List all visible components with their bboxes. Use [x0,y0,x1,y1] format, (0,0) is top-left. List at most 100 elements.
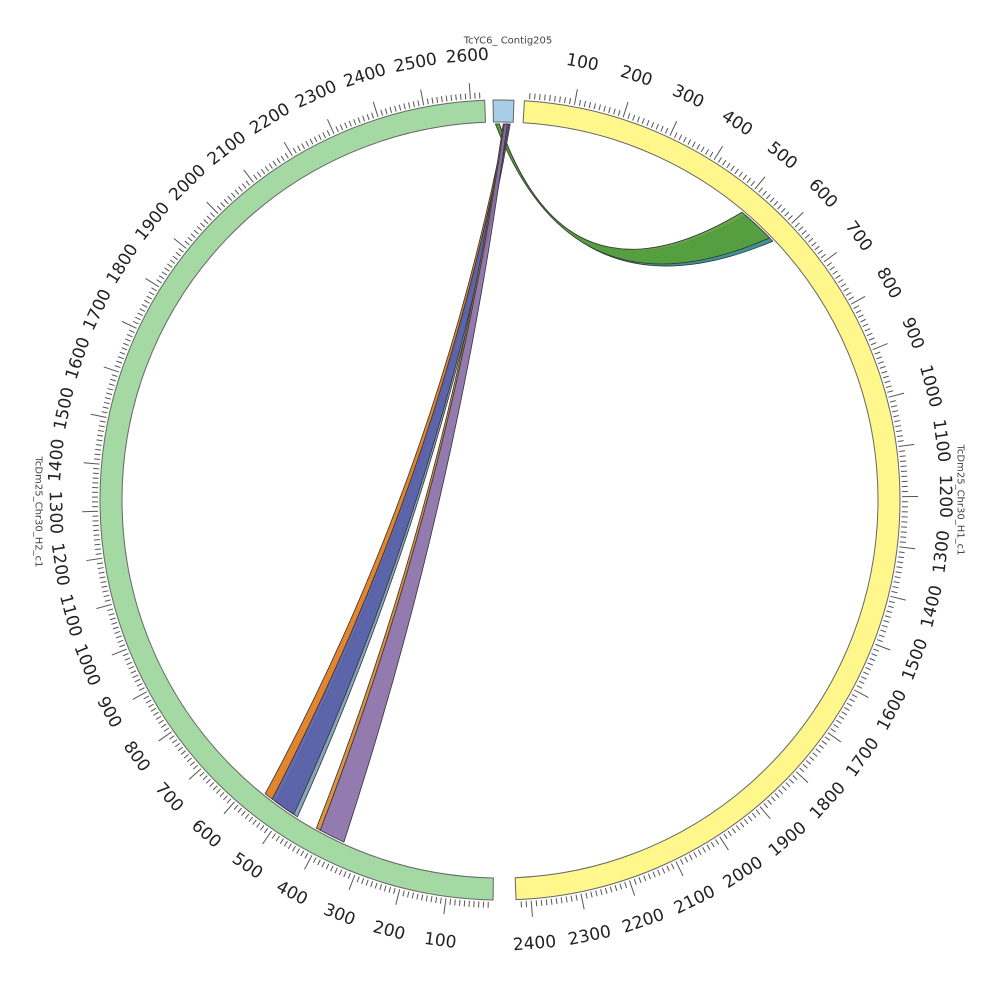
minor-tick [879,365,886,369]
minor-tick [734,168,739,175]
minor-tick [731,827,737,834]
minor-tick [899,450,906,453]
minor-tick [238,186,243,192]
link-ribbon [315,123,505,831]
minor-tick [808,237,814,243]
minor-tick [777,204,782,210]
tick-label: 2400 [341,60,388,92]
minor-tick [889,400,896,403]
minor-tick [767,799,772,805]
minor-tick [702,846,707,853]
major-tick [530,900,533,917]
minor-tick [646,120,650,126]
minor-tick [178,248,184,253]
minor-tick [136,683,143,687]
minor-tick [93,539,100,541]
minor-tick [292,147,297,154]
minor-tick [219,791,225,798]
major-tick [888,392,905,398]
tick-label: 1500 [50,385,78,431]
minor-tick [275,835,280,842]
minor-tick [103,401,110,405]
minor-tick [780,207,786,213]
minor-tick [380,109,384,116]
major-tick [283,141,293,157]
minor-tick [244,813,250,819]
minor-tick [894,420,901,423]
minor-tick [837,278,844,284]
minor-tick [651,121,655,128]
minor-tick [652,871,656,878]
minor-tick [260,168,266,175]
major-tick [754,176,766,190]
minor-tick [627,113,631,120]
segment-h1 [514,100,901,901]
minor-tick [603,105,606,112]
tick-label: 1300 [930,529,955,574]
minor-tick [864,328,871,332]
minor-tick [830,728,836,733]
minor-tick [183,753,190,759]
minor-tick [885,385,892,389]
minor-tick [202,775,208,781]
minor-tick [119,351,126,355]
major-tick [158,731,172,742]
minor-tick [116,360,123,364]
minor-tick [565,896,568,903]
minor-tick [284,152,289,159]
minor-tick [564,97,566,104]
major-tick [262,830,273,845]
major-tick [675,861,684,877]
minor-tick [187,236,193,242]
minor-tick [617,109,621,116]
minor-tick [389,106,393,114]
major-tick [628,880,636,896]
minor-tick [172,739,178,744]
minor-tick [862,323,869,327]
major-tick [103,366,120,373]
minor-tick [134,678,141,683]
major-tick [872,343,888,350]
tick-label: 1600 [873,686,911,734]
minor-tick [304,852,309,859]
major-tick [573,89,578,106]
minor-tick [555,897,558,905]
major-tick [622,101,629,118]
tick-label: 400 [273,877,311,910]
minor-tick [220,202,226,208]
minor-tick [148,703,154,708]
minor-tick [96,439,103,442]
minor-tick [233,804,239,810]
minor-tick [851,693,858,698]
minor-tick [804,233,811,239]
minor-tick [193,229,199,235]
major-tick [90,413,107,419]
tick-label: 500 [763,138,801,174]
minor-tick [114,630,121,634]
tick-label: 2000 [720,852,767,892]
minor-tick [815,748,821,753]
minor-tick [107,608,114,612]
minor-tick [898,551,905,554]
tick-label: 2500 [392,49,438,77]
minor-tick [868,337,875,341]
segment-contig205 [492,99,515,123]
major-tick [854,689,869,698]
minor-tick [845,291,852,296]
minor-tick [746,177,752,184]
minor-tick [633,878,637,885]
minor-tick [863,671,869,676]
tick-label: 200 [371,917,407,944]
minor-tick [321,861,326,868]
major-tick [899,546,916,550]
minor-tick [843,287,849,292]
minor-tick [450,94,453,101]
minor-tick [276,158,281,164]
minor-tick [139,308,146,312]
tick-label: 1400 [917,583,947,630]
minor-tick [330,865,334,872]
minor-tick [821,740,827,745]
minor-tick [114,365,121,369]
minor-tick [750,180,756,187]
minor-tick [758,187,763,193]
